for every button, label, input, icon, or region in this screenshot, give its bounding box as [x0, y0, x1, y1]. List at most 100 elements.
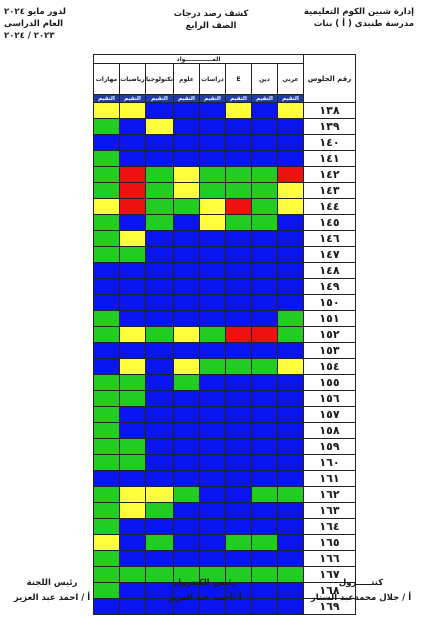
- grade-cell: [173, 198, 200, 215]
- grade-cell: [277, 150, 304, 167]
- grade-cell: [93, 278, 120, 295]
- grade-cell: [119, 534, 146, 551]
- grade-cell: [119, 438, 146, 455]
- grade-cell: [93, 118, 120, 135]
- document-title: كشف رصد درجات: [173, 9, 249, 19]
- grade-cell: [119, 422, 146, 439]
- administration-name: إدارة شبين الكوم التعليمية: [303, 7, 414, 17]
- seat-number-header: رقم الجلوس: [303, 54, 356, 103]
- grade-cell: [225, 118, 252, 135]
- grade-cell: [173, 454, 200, 471]
- grade-cell: [199, 102, 226, 119]
- grade-cell: [251, 358, 278, 375]
- grade-cell: [199, 406, 226, 423]
- student-row: ١٥٧: [93, 406, 356, 423]
- grade-cell: [145, 310, 174, 327]
- grade-cell: [277, 550, 304, 567]
- grade-cell: [93, 198, 120, 215]
- grade-cell: [225, 374, 252, 391]
- grade-cell: [119, 486, 146, 503]
- student-row: ١٦٤: [93, 518, 356, 535]
- student-row: ١٥٢: [93, 326, 356, 343]
- seat-number: ١٦٩: [303, 598, 356, 615]
- grade-cell: [251, 454, 278, 471]
- grade-cell: [119, 182, 146, 199]
- grade-cell: [173, 374, 200, 391]
- seat-number: ١٥٣: [303, 342, 356, 359]
- grade-cell: [119, 294, 146, 311]
- grade-cell: [277, 358, 304, 375]
- grade-cell: [251, 294, 278, 311]
- seat-number: ١٦١: [303, 470, 356, 487]
- grade-cell: [225, 470, 252, 487]
- grade-cell: [199, 374, 226, 391]
- seat-number: ١٤٨: [303, 262, 356, 279]
- grade-label-header: التقيم: [93, 94, 120, 103]
- grade-cell: [277, 518, 304, 535]
- signature-title: رئيس الكنترول: [173, 578, 237, 588]
- grade-cell: [173, 326, 200, 343]
- grade-cell: [251, 502, 278, 519]
- grade-cell: [145, 326, 174, 343]
- grade-cell: [277, 486, 304, 503]
- grade-cell: [199, 118, 226, 135]
- grade-cell: [93, 246, 120, 263]
- grade-cell: [93, 598, 120, 615]
- seat-number: ١٦٢: [303, 486, 356, 503]
- grade-cell: [251, 214, 278, 231]
- grade-cell: [173, 166, 200, 183]
- grade-cell: [119, 550, 146, 567]
- grade-cell: [93, 518, 120, 535]
- grade-cell: [199, 198, 226, 215]
- grade-cell: [145, 390, 174, 407]
- grade-cell: [93, 486, 120, 503]
- grade-cell: [225, 406, 252, 423]
- grade-cell: [199, 182, 226, 199]
- subject-header: تكنولوجيا: [145, 63, 174, 95]
- grade-cell: [93, 134, 120, 151]
- signature-title: رئيس اللجنة: [26, 578, 78, 588]
- grade-cell: [225, 294, 252, 311]
- subject-header: رياضيات: [119, 63, 146, 95]
- grade-cell: [251, 230, 278, 247]
- seat-number: ١٤٠: [303, 134, 356, 151]
- grade-cell: [93, 214, 120, 231]
- grade-cell: [119, 214, 146, 231]
- grade-cell: [93, 534, 120, 551]
- grade-cell: [277, 422, 304, 439]
- student-row: ١٤٩: [93, 278, 356, 295]
- grade-cell: [277, 390, 304, 407]
- seat-number: ١٤٤: [303, 198, 356, 215]
- grade-cell: [119, 230, 146, 247]
- grade-cell: [251, 534, 278, 551]
- grade-cell: [119, 598, 146, 615]
- grade-cell: [173, 150, 200, 167]
- seat-number: ١٦٥: [303, 534, 356, 551]
- grade-cell: [251, 310, 278, 327]
- grade-cell: [119, 246, 146, 263]
- grades-table: رقم الجلوس المـــــــــــــواد عربي دين E درا…: [93, 54, 356, 615]
- grade-cell: [93, 326, 120, 343]
- document-title-block: كشف رصد درجات الصف الرابع: [146, 8, 276, 32]
- student-row: ١٣٩: [93, 118, 356, 135]
- grade-cell: [173, 550, 200, 567]
- seat-number: ١٤٢: [303, 166, 356, 183]
- grade-cell: [173, 390, 200, 407]
- grade-cell: [145, 502, 174, 519]
- subject-header: E: [225, 63, 252, 95]
- grade-cell: [277, 118, 304, 135]
- grade-cell: [93, 422, 120, 439]
- student-row: ١٦٨: [93, 582, 356, 599]
- grade-cell: [225, 150, 252, 167]
- grade-cell: [199, 246, 226, 263]
- grade-cell: [199, 134, 226, 151]
- grade-cell: [251, 470, 278, 487]
- grade-cell: [145, 566, 174, 583]
- student-row: ١٤٨: [93, 262, 356, 279]
- grade-cell: [225, 454, 252, 471]
- grade-cell: [93, 438, 120, 455]
- grade-cell: [173, 470, 200, 487]
- grade-cell: [93, 182, 120, 199]
- grade-level: الصف الرابع: [185, 21, 237, 31]
- grade-cell: [145, 550, 174, 567]
